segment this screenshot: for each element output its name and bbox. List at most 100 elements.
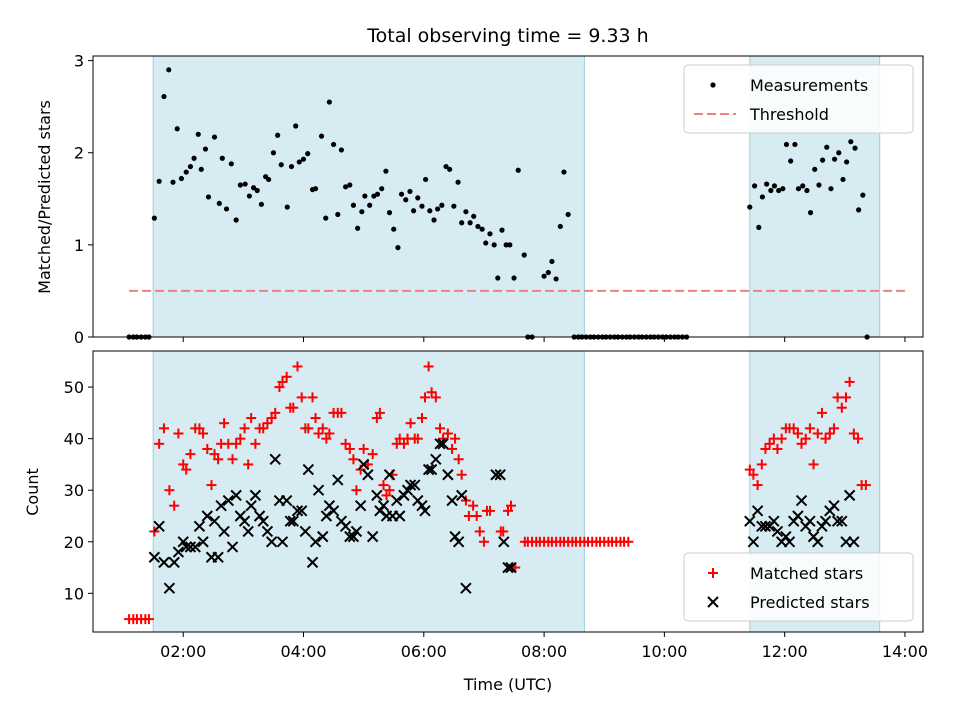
y-tick-label: 1 xyxy=(74,236,84,255)
measurement-point xyxy=(499,227,505,233)
bottom-x-ticks: 02:00 04:00 06:00 08:00 10:00 12:00 14:00 xyxy=(160,632,928,661)
measurement-point xyxy=(511,275,517,281)
predicted-star-point xyxy=(836,515,848,527)
matched-star-point xyxy=(420,392,430,403)
measurement-point xyxy=(557,223,563,230)
matched-star-point xyxy=(296,392,307,403)
predicted-star-point xyxy=(177,536,189,548)
matched-star-point xyxy=(310,413,321,424)
matched-star-point xyxy=(239,423,250,434)
matched-star-point xyxy=(474,526,485,537)
matched-star-point xyxy=(788,423,799,434)
legend-predicted-label: Predicted stars xyxy=(750,593,870,612)
predicted-star-point xyxy=(416,499,428,512)
predicted-star-point xyxy=(828,499,840,512)
matched-star-point xyxy=(623,536,634,547)
matched-star-point xyxy=(202,443,213,454)
top-x-ticks xyxy=(182,337,906,342)
measurement-point xyxy=(491,242,497,248)
measurement-point xyxy=(856,207,862,213)
predicted-star-point xyxy=(284,515,296,527)
legend-matched-label: Matched stars xyxy=(750,564,863,583)
measurement-point xyxy=(819,157,826,163)
matched-star-point xyxy=(303,423,314,434)
matched-star-point xyxy=(828,423,839,434)
measurement-point xyxy=(836,150,842,156)
measurement-point xyxy=(844,159,850,165)
predicted-star-point xyxy=(780,530,792,543)
measurement-point xyxy=(852,145,858,151)
measurement-point xyxy=(455,179,461,185)
measurement-point xyxy=(410,208,417,214)
measurement-point xyxy=(759,194,766,200)
measurement-point xyxy=(503,242,509,248)
matched-star-point xyxy=(313,428,324,439)
predicted-star-point xyxy=(257,515,269,527)
matched-star-point xyxy=(412,433,423,444)
shaded-interval xyxy=(152,350,585,633)
measurement-point xyxy=(828,186,834,192)
matched-star-point xyxy=(270,407,281,418)
predicted-star-point xyxy=(339,520,352,533)
bottom-y-ticks: 10 20 30 40 50 xyxy=(64,378,93,603)
predicted-star-point xyxy=(430,453,442,465)
x-axis-label: Time (UTC) xyxy=(463,675,552,694)
measurement-point xyxy=(216,200,222,207)
matched-star-point xyxy=(848,428,859,439)
matched-star-point xyxy=(744,464,755,475)
matched-star-point xyxy=(808,459,819,470)
bottom-legend: Matched stars Predicted stars xyxy=(683,552,914,622)
legend-threshold-label: Threshold xyxy=(749,105,829,124)
measurement-point xyxy=(205,194,212,200)
predicted-star-point xyxy=(747,536,760,548)
predicted-star-point xyxy=(180,541,192,553)
measurement-point xyxy=(788,158,794,164)
predicted-star-point xyxy=(172,546,185,558)
measurement-point xyxy=(561,169,567,175)
predicted-star-point xyxy=(437,438,449,450)
measurement-point xyxy=(223,206,230,212)
measurement-point xyxy=(254,187,260,194)
measurement-point xyxy=(419,203,425,209)
predicted-star-point xyxy=(332,474,344,486)
predicted-star-point xyxy=(816,520,828,533)
predicted-star-point xyxy=(299,525,312,538)
matched-star-point xyxy=(274,382,285,393)
measurement-point xyxy=(780,186,786,192)
measurement-point xyxy=(237,182,243,188)
matched-star-point xyxy=(181,464,192,475)
measurement-point xyxy=(545,269,551,276)
measurement-point xyxy=(355,225,361,231)
predicted-star-point xyxy=(434,438,446,450)
predicted-star-point xyxy=(848,536,860,548)
predicted-star-point xyxy=(184,541,197,553)
bottom-axes-frame xyxy=(92,350,924,633)
predicted-star-point xyxy=(327,505,340,517)
x-tick-label: 02:00 xyxy=(160,642,206,661)
matched-star-point xyxy=(398,438,409,449)
predicted-star-point xyxy=(843,489,856,502)
measurement-point xyxy=(350,202,357,208)
predicted-star-point xyxy=(831,515,844,527)
matched-star-point xyxy=(468,500,479,511)
measurement-point xyxy=(347,182,353,188)
measurement-point xyxy=(250,185,257,191)
top-y-ticks: 0 1 2 3 xyxy=(74,52,93,347)
predicted-star-point xyxy=(280,494,293,507)
y-tick-label: 40 xyxy=(64,430,84,449)
y-tick-label: 10 xyxy=(64,584,84,603)
matched-star-point xyxy=(764,438,775,449)
legend-matched-marker xyxy=(708,568,718,578)
matched-star-point xyxy=(169,500,180,511)
measurement-point xyxy=(812,166,818,172)
matched-star-point xyxy=(321,433,332,444)
measurement-point xyxy=(549,258,555,265)
matched-star-point xyxy=(344,443,355,454)
measurement-point xyxy=(178,175,185,182)
measurement-point xyxy=(751,183,758,189)
bottom-shaded-regions xyxy=(152,350,881,633)
matched-star-point xyxy=(307,392,318,403)
y-tick-label: 2 xyxy=(74,144,84,163)
predicted-star-point xyxy=(498,536,510,548)
measurement-point xyxy=(187,163,194,170)
